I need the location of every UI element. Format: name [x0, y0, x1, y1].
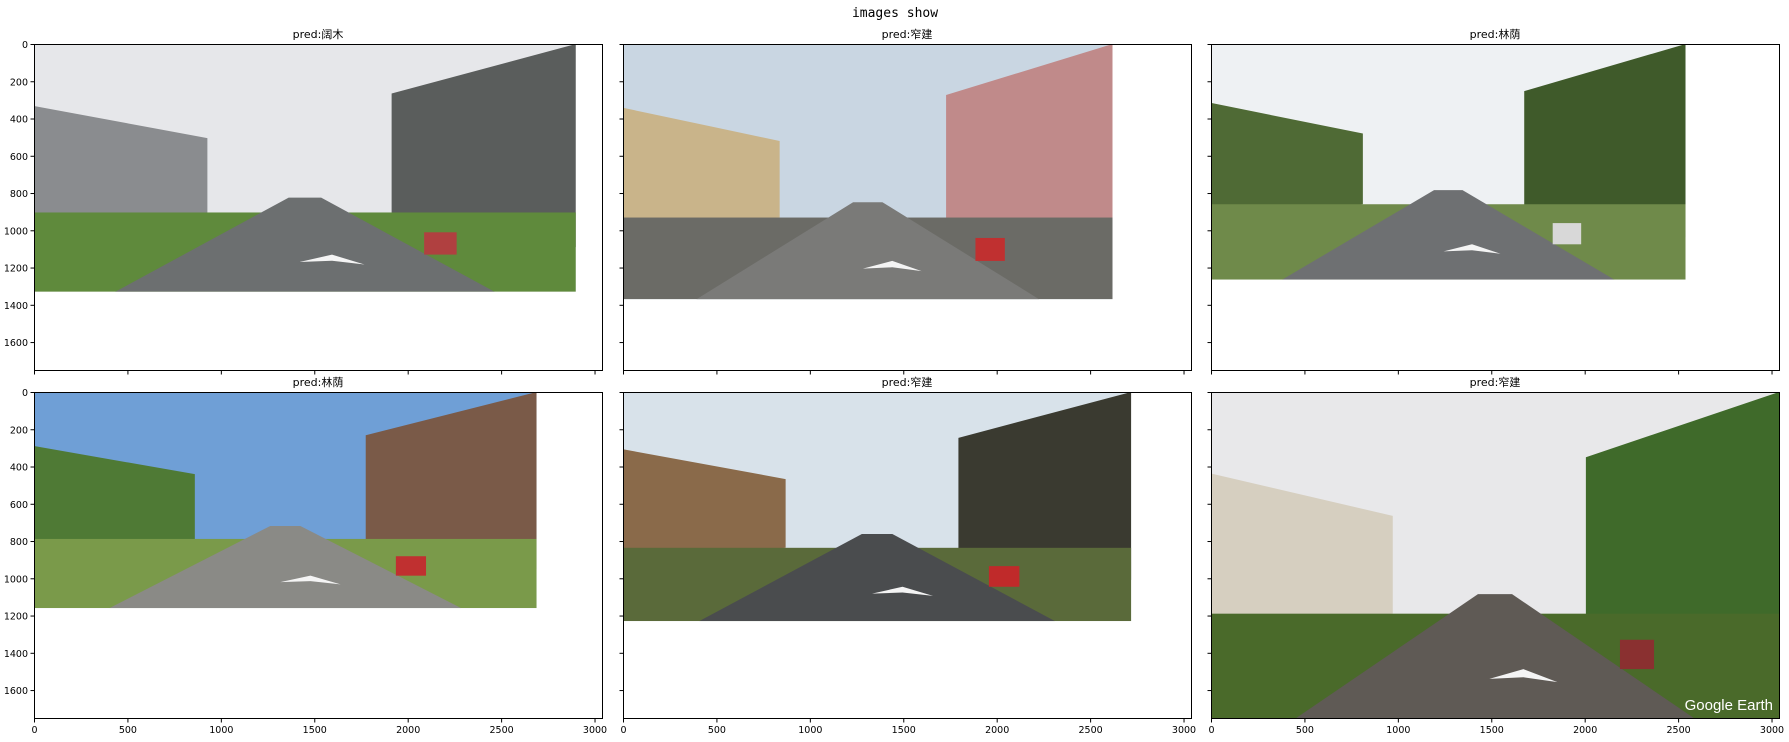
image-accent — [988, 566, 1020, 587]
y-tick-label: 400 — [10, 463, 28, 474]
image-left-block — [1211, 473, 1393, 637]
x-tick-label: 1500 — [303, 725, 327, 736]
image-road — [1282, 190, 1615, 280]
y-tick-label: 1200 — [4, 264, 28, 275]
panel-6: pred:窄建 Google Earth 0 500 1000 1500 2000 2500 3… — [1207, 375, 1784, 736]
x-tick-label: 2500 — [1667, 725, 1691, 736]
x-tick-label: 3000 — [1172, 725, 1196, 736]
x-tick-label: 0 — [1208, 725, 1214, 736]
y-tick-label: 1000 — [4, 574, 28, 585]
x-tick-label: 1000 — [798, 725, 822, 736]
y-tick-label: 400 — [10, 115, 28, 126]
image-left-block — [623, 107, 780, 236]
panel-title: pred:林荫 — [293, 375, 344, 389]
y-tick-label: 1000 — [4, 226, 28, 237]
y-tick-label: 800 — [10, 537, 28, 548]
panel-title: pred:窄建 — [1470, 375, 1521, 389]
y-tick-label: 0 — [22, 40, 28, 51]
y-tick-label: 1400 — [4, 649, 28, 660]
axes-frame — [623, 392, 1192, 719]
street-image — [34, 44, 576, 292]
nav-arrow-icon — [1443, 244, 1501, 254]
nav-arrow-icon — [1489, 669, 1558, 683]
image-right-block — [365, 392, 537, 570]
nav-arrow-icon — [299, 254, 365, 265]
image-road — [1296, 594, 1694, 718]
image-left-block — [34, 105, 208, 230]
x-tick-label: 0 — [31, 725, 37, 736]
x-tick-label: 500 — [1296, 725, 1314, 736]
y-tick-label: 200 — [10, 77, 28, 88]
image-accent — [1552, 223, 1582, 245]
panel-3: pred:林荫 — [1207, 27, 1780, 375]
x-tick-label: 3000 — [583, 725, 607, 736]
x-tick-label: 2500 — [1079, 725, 1103, 736]
x-tick-label: 2500 — [490, 725, 514, 736]
image-watermark: Google Earth — [1685, 697, 1773, 714]
axes-frame — [1211, 392, 1780, 719]
image-right-block — [958, 392, 1132, 580]
x-tick-label: 0 — [620, 725, 626, 736]
x-tick-label: 1500 — [1480, 725, 1504, 736]
panel-title: pred:阔木 — [293, 28, 344, 41]
image-road — [115, 197, 495, 292]
panel-5: pred:窄建 0 500 1000 1500 2000 2500 3000 — [619, 375, 1196, 736]
nav-arrow-icon — [872, 586, 934, 596]
panel-1: pred:阔木 0 200 400 600 800 1000 1200 1400 1600 — [4, 28, 603, 375]
image-right-block — [391, 44, 576, 248]
image-right-block — [946, 44, 1113, 254]
x-tick-label: 500 — [708, 725, 726, 736]
panel-title: pred:窄建 — [882, 27, 933, 41]
y-tick-label: 1200 — [4, 612, 28, 623]
y-tick-label: 1600 — [4, 338, 28, 349]
y-tick-label: 600 — [10, 152, 28, 163]
image-left-block — [1211, 102, 1363, 221]
x-tick-label: 500 — [119, 725, 137, 736]
nav-arrow-icon — [862, 260, 922, 272]
image-right-block — [1524, 44, 1686, 238]
figure-title: images show — [852, 6, 938, 21]
axes-frame — [34, 392, 603, 719]
image-road — [696, 202, 1040, 300]
x-tick-label: 2000 — [985, 725, 1009, 736]
image-accent — [424, 232, 457, 255]
street-image — [1211, 44, 1686, 280]
image-accent — [975, 237, 1005, 261]
street-image — [623, 44, 1113, 300]
x-tick-label: 2000 — [1573, 725, 1597, 736]
nav-arrow-icon — [280, 575, 341, 585]
y-tick-label: 0 — [22, 388, 28, 399]
street-image: Google Earth — [1211, 392, 1779, 718]
panel-title: pred:林荫 — [1470, 27, 1521, 41]
x-tick-label: 3000 — [1760, 725, 1784, 736]
image-road — [109, 525, 462, 609]
y-tick-label: 200 — [10, 425, 28, 436]
street-image — [34, 392, 537, 609]
y-tick-label: 1400 — [4, 301, 28, 312]
panel-title: pred:窄建 — [882, 375, 933, 389]
axes-frame — [1211, 44, 1780, 371]
y-tick-label: 600 — [10, 500, 28, 511]
image-accent — [1619, 639, 1655, 670]
image-right-block — [1585, 392, 1779, 660]
x-tick-label: 1500 — [892, 725, 916, 736]
image-left-block — [34, 446, 195, 555]
image-left-block — [623, 449, 786, 564]
axes-frame — [34, 44, 603, 371]
y-tick-label: 1600 — [4, 686, 28, 697]
x-tick-label: 2000 — [396, 725, 420, 736]
panel-4: pred:林荫 0 500 1000 1500 2000 2500 3000 0 200 400 60… — [4, 375, 607, 736]
axes-frame — [623, 44, 1192, 371]
image-road — [699, 534, 1055, 622]
image-accent — [395, 556, 427, 576]
panel-2: pred:窄建 — [619, 27, 1192, 375]
panels-group: pred:阔木02004006008001000120014001600pred… — [4, 27, 1784, 736]
y-tick-label: 800 — [10, 189, 28, 200]
street-image — [623, 392, 1132, 622]
x-tick-label: 1000 — [1386, 725, 1410, 736]
x-tick-label: 1000 — [209, 725, 233, 736]
